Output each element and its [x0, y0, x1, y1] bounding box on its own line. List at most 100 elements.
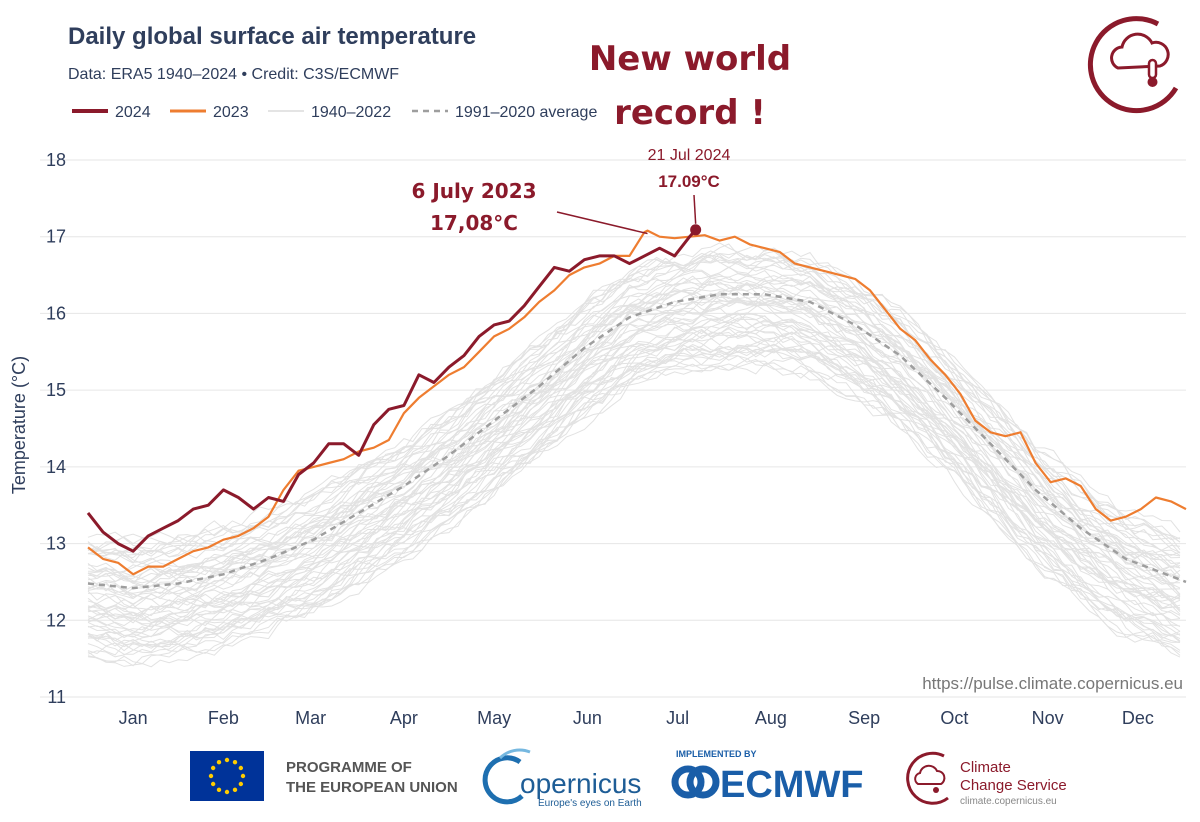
historical-line: [87, 300, 1181, 609]
historical-line: [87, 345, 1181, 647]
c3s-footer-arc-icon: [906, 751, 949, 805]
annotation-2023-value: 17,08°C: [430, 211, 518, 235]
ecmwf-ring-icon: [671, 765, 705, 799]
x-tick-label: Apr: [390, 708, 418, 728]
eu-stars-icon: [208, 757, 246, 795]
x-tick-label: Nov: [1032, 708, 1064, 728]
historical-line: [87, 343, 1181, 654]
historical-line: [87, 257, 1181, 559]
x-tick-label: Sep: [848, 708, 880, 728]
footer-logos: PROGRAMME OF THE EUROPEAN UNION opernicu…: [190, 748, 1067, 809]
y-tick-label: 16: [46, 303, 66, 323]
y-tick-label: 11: [47, 687, 66, 707]
historical-line: [87, 350, 1181, 667]
c3s-arc-icon: [1087, 16, 1179, 114]
historical-line: [87, 296, 1181, 609]
y-tick-label: 14: [46, 457, 66, 477]
historical-line: [87, 281, 1181, 578]
x-tick-label: Oct: [940, 708, 968, 728]
historical-line: [87, 294, 1181, 598]
historical-line: [88, 286, 1181, 585]
historical-line: [87, 266, 1181, 574]
c3s-url: climate.copernicus.eu: [960, 796, 1057, 807]
copernicus-wordmark: opernicus: [520, 768, 641, 799]
c3s-footer-thermo-icon: [933, 787, 939, 793]
y-axis-ticks: 11 12 13 14 15 16 17 18: [46, 150, 66, 707]
thermometer-bulb-icon: [1147, 77, 1158, 87]
ecmwf-ring2-icon: [686, 765, 720, 799]
x-tick-label: Jan: [119, 708, 148, 728]
eu-star-icon: [232, 787, 238, 793]
eu-star-icon: [224, 757, 230, 763]
eu-star-icon: [238, 765, 244, 771]
eu-star-icon: [210, 765, 216, 771]
ecmwf-prefix: IMPLEMENTED BY: [676, 749, 757, 759]
eu-star-icon: [216, 787, 222, 793]
historical-line: [87, 250, 1181, 559]
legend-label-average: 1991–2020 average: [455, 104, 597, 121]
x-tick-label: Jun: [573, 708, 602, 728]
c3s-name-line1: Climate: [960, 759, 1011, 776]
ecmwf-logo: IMPLEMENTED BY ECMWF: [671, 749, 864, 806]
cloud-icon: [1110, 32, 1170, 70]
historical-line: [87, 242, 1181, 550]
historical-line: [87, 269, 1181, 584]
historical-line: [87, 339, 1181, 646]
x-tick-label: Mar: [295, 708, 326, 728]
record-headline-line2: record !: [614, 93, 766, 133]
copernicus-tagline: Europe's eyes on Earth: [538, 798, 642, 809]
eu-star-icon: [224, 789, 230, 795]
historical-line: [87, 292, 1181, 601]
historical-line: [87, 329, 1181, 638]
historical-line: [87, 330, 1181, 640]
historical-line: [87, 275, 1181, 585]
legend-label-2024: 2024: [115, 104, 151, 121]
historical-line: [87, 360, 1181, 658]
historical-line: [87, 347, 1181, 656]
series-line-average: [87, 293, 1187, 590]
record-headline-line1: New world: [589, 39, 791, 79]
annotation-2023-leader: [556, 211, 648, 235]
y-tick-label: 15: [46, 380, 66, 400]
historical-line: [87, 250, 1181, 558]
eu-star-icon: [210, 781, 216, 787]
y-tick-label: 12: [46, 610, 66, 630]
historical-line: [87, 290, 1181, 595]
eu-star-icon: [208, 773, 214, 779]
x-tick-label: Dec: [1122, 708, 1154, 728]
eu-star-icon: [238, 781, 244, 787]
eu-star-icon: [216, 759, 222, 765]
x-tick-label: Feb: [208, 708, 239, 728]
x-tick-label: Jul: [666, 708, 689, 728]
gridlines: [40, 159, 1186, 698]
y-tick-label: 17: [46, 227, 66, 247]
x-axis-ticks: Jan Feb Mar Apr May Jun Jul Aug Sep Oct Nov Dec: [119, 708, 1154, 728]
c3s-footer-logo: Climate Change Service climate.copernicu…: [906, 751, 1067, 807]
historical-line: [87, 299, 1181, 611]
eu-programme-line2: THE EUROPEAN UNION: [286, 779, 458, 796]
annotation-2024-date: 21 Jul 2024: [648, 147, 731, 164]
legend: 2024 2023 1940–2022 1991–2020 average: [72, 104, 597, 121]
copernicus-logo: opernicus Europe's eyes on Earth: [482, 748, 642, 809]
historical-lines-1940-2022: [87, 242, 1181, 668]
historical-line: [87, 353, 1181, 655]
copernicus-orbit-icon: [498, 748, 531, 760]
copernicus-c-icon: [482, 755, 524, 805]
annotation-2023-date: 6 July 2023: [411, 179, 536, 203]
y-tick-label: 18: [46, 150, 66, 170]
y-tick-label: 13: [46, 534, 66, 554]
thermometer-icon: [1147, 58, 1158, 80]
source-url: https://pulse.climate.copernicus.eu: [922, 674, 1183, 693]
y-axis-label: Temperature (°C): [9, 356, 29, 494]
historical-line: [87, 362, 1181, 667]
ecmwf-wordmark: ECMWF: [720, 764, 864, 806]
series-line-2024: [86, 228, 697, 553]
legend-label-2023: 2023: [213, 104, 249, 121]
record-point-2024: [690, 224, 702, 236]
x-tick-label: May: [477, 708, 511, 728]
historical-line: [87, 313, 1181, 620]
c3s-header-logo: [1087, 16, 1179, 114]
eu-logo: PROGRAMME OF THE EUROPEAN UNION: [190, 751, 458, 801]
annotation-2024-leader: [693, 194, 697, 224]
c3s-name-line2: Change Service: [960, 777, 1067, 794]
